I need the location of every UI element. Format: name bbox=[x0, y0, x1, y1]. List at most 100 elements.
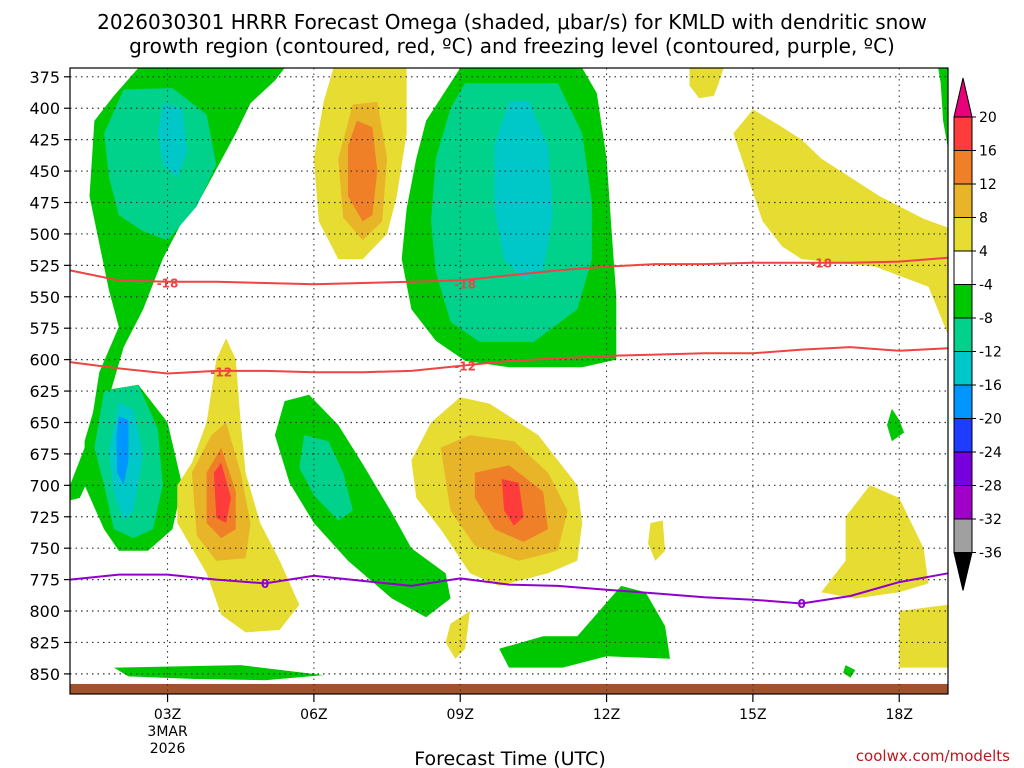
contour-label-5: 0 bbox=[261, 577, 269, 591]
colorbar-bin-12 bbox=[953, 485, 973, 520]
plot-frame bbox=[69, 67, 949, 695]
omega-region-14 bbox=[938, 68, 948, 149]
colorbar-bin-1 bbox=[953, 116, 973, 151]
colorbar-label--12: -12 bbox=[979, 345, 1002, 361]
omega-region-30 bbox=[899, 604, 948, 668]
colorbar-bin-3 bbox=[953, 183, 973, 218]
colorbar-bin-6 bbox=[953, 284, 973, 319]
y-tick-label-775: 775 bbox=[29, 571, 60, 590]
y-tick-label-625: 625 bbox=[29, 382, 60, 401]
terrain-layer bbox=[70, 683, 948, 694]
y-tick-label-525: 525 bbox=[29, 256, 60, 275]
contour--12 bbox=[69, 346, 949, 375]
colorbar-label--16: -16 bbox=[979, 378, 1002, 394]
y-tick-label-700: 700 bbox=[29, 476, 60, 495]
colorbar-label--28: -28 bbox=[979, 479, 1002, 495]
plot-border bbox=[69, 67, 949, 695]
omega-region-11 bbox=[299, 435, 353, 521]
omega-region-15 bbox=[887, 408, 905, 442]
colorbar-label-12: 12 bbox=[979, 177, 997, 193]
omega-region-23 bbox=[213, 462, 231, 523]
colorbar-label--8: -8 bbox=[979, 311, 993, 327]
colorbar: 20 16 12 8 4 -4 -8 -12 -16 -20 -24 -28 -32 -36 bbox=[953, 77, 1002, 591]
grid-lines bbox=[70, 68, 948, 694]
x-tick-label-09Z: 09Z bbox=[447, 707, 474, 723]
colorbar-label-20: 20 bbox=[979, 110, 997, 126]
x-tick-year: 2026 bbox=[150, 741, 186, 757]
x-tick-label-18Z: 18Z bbox=[886, 707, 913, 723]
terrain-strip bbox=[70, 683, 948, 694]
contour-label-0: -18 bbox=[157, 276, 179, 290]
y-tick-label-400: 400 bbox=[29, 99, 60, 118]
chart-title-line2: growth region (contoured, red, ºC) and f… bbox=[129, 34, 895, 58]
colorbar-label-16: 16 bbox=[979, 144, 997, 160]
x-tick-label-03Z: 03Z bbox=[154, 707, 181, 723]
colorbar-bottom-arrow bbox=[953, 552, 973, 591]
y-tick-label-600: 600 bbox=[29, 351, 60, 370]
colorbar-bin-7 bbox=[953, 317, 973, 352]
colorbar-bin-8 bbox=[953, 351, 973, 386]
colorbar-top-arrow bbox=[953, 77, 973, 118]
contour-label-1: -18 bbox=[454, 278, 476, 292]
omega-region-1 bbox=[104, 88, 217, 241]
omega-region-31 bbox=[689, 68, 724, 99]
contour-label-3: -12 bbox=[210, 366, 232, 380]
credit-text: coolwx.com/modelts bbox=[856, 747, 1010, 765]
contour-label-2: -18 bbox=[810, 256, 832, 270]
y-tick-label-825: 825 bbox=[29, 633, 60, 652]
omega-region-6 bbox=[116, 416, 129, 486]
temperature-contours: -18 -18 -18 -12 -12 0 0 bbox=[69, 256, 949, 611]
x-axis-label: Forecast Time (UTC) bbox=[414, 748, 605, 768]
chart-title-line1: 2026030301 HRRR Forecast Omega (shaded, … bbox=[97, 10, 927, 34]
y-tick-label-575: 575 bbox=[29, 319, 60, 338]
y-tick-label-375: 375 bbox=[29, 68, 60, 87]
x-tick-label-12Z: 12Z bbox=[593, 707, 620, 723]
omega-region-27 bbox=[501, 479, 524, 526]
omega-region-9 bbox=[494, 100, 553, 280]
y-tick-label-450: 450 bbox=[29, 162, 60, 181]
colorbar-label-8: 8 bbox=[979, 211, 988, 227]
colorbar-bin-9 bbox=[953, 384, 973, 419]
omega-region-13 bbox=[113, 665, 324, 681]
colorbar-bin-4 bbox=[953, 217, 973, 252]
colorbar-label--36: -36 bbox=[979, 546, 1002, 562]
colorbar-label--20: -20 bbox=[979, 412, 1002, 428]
y-tick-label-650: 650 bbox=[29, 413, 60, 432]
colorbar-bin-10 bbox=[953, 418, 973, 453]
y-tick-label-675: 675 bbox=[29, 445, 60, 464]
x-tick-date: 3MAR bbox=[147, 724, 188, 740]
contour-0 bbox=[69, 572, 949, 605]
omega-region-33 bbox=[445, 611, 470, 659]
contour-label-6: 0 bbox=[797, 597, 805, 611]
colorbar-label-4: 4 bbox=[979, 244, 988, 260]
omega-region-28 bbox=[733, 109, 948, 335]
omega-region-2 bbox=[157, 103, 188, 178]
contour-label-4: -12 bbox=[454, 359, 476, 373]
omega-region-34 bbox=[391, 558, 417, 599]
x-tick-label-06Z: 06Z bbox=[300, 707, 327, 723]
colorbar-bin-11 bbox=[953, 451, 973, 486]
y-tick-label-500: 500 bbox=[29, 225, 60, 244]
y-tick-label-425: 425 bbox=[29, 131, 60, 150]
omega-region-16 bbox=[843, 665, 856, 678]
colorbar-label--32: -32 bbox=[979, 512, 1002, 528]
omega-region-12 bbox=[499, 585, 670, 668]
y-tick-label-750: 750 bbox=[29, 539, 60, 558]
colorbar-bin-13 bbox=[953, 518, 973, 553]
contour--18 bbox=[69, 256, 949, 286]
axes: 375 400 425 450 475 500 525 550 575 600 625 650 675 7… bbox=[29, 68, 912, 757]
colorbar-label--4: -4 bbox=[979, 278, 993, 294]
y-tick-label-850: 850 bbox=[29, 665, 60, 684]
omega-region-32 bbox=[648, 520, 666, 561]
colorbar-bin-5 bbox=[953, 250, 973, 285]
y-tick-label-550: 550 bbox=[29, 288, 60, 307]
omega-region-29 bbox=[821, 485, 929, 599]
omega-shaded-regions bbox=[70, 68, 948, 681]
y-tick-label-475: 475 bbox=[29, 194, 60, 213]
y-tick-label-725: 725 bbox=[29, 508, 60, 527]
y-tick-label-800: 800 bbox=[29, 602, 60, 621]
x-tick-label-15Z: 15Z bbox=[739, 707, 766, 723]
colorbar-label--24: -24 bbox=[979, 445, 1002, 461]
colorbar-bin-2 bbox=[953, 150, 973, 185]
